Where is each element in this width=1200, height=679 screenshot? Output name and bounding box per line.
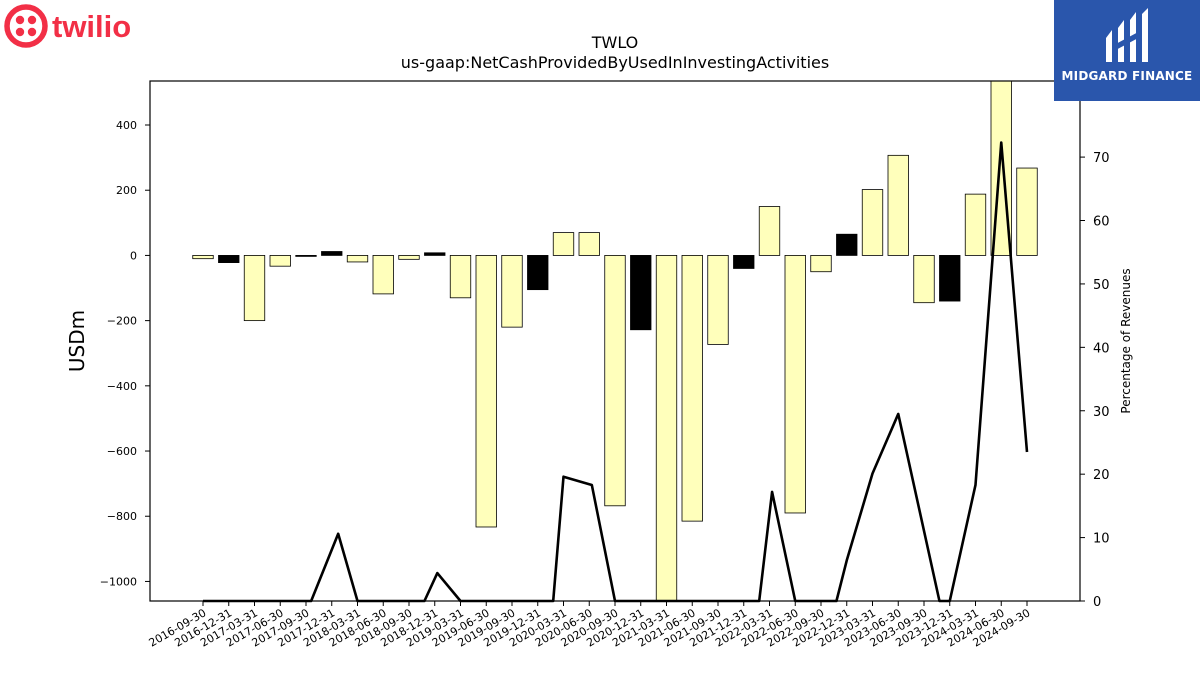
bar-2017-09-30 bbox=[295, 255, 317, 257]
bar-2017-06-30 bbox=[269, 255, 291, 267]
bar-2021-03-31 bbox=[655, 255, 678, 602]
midgard-finance-logo: MIDGARD FINANCE bbox=[1054, 0, 1200, 101]
twilio-logo: twilio bbox=[4, 4, 154, 48]
bar-2020-12-31 bbox=[630, 255, 652, 331]
bar-2018-06-30 bbox=[372, 255, 394, 295]
y2-axis-label: Percentage of Revenues bbox=[1119, 268, 1133, 413]
bar-2018-09-30 bbox=[398, 255, 420, 260]
bar-2020-09-30 bbox=[604, 255, 626, 507]
bar-2018-03-31 bbox=[346, 255, 369, 263]
y2-tick-label: 10 bbox=[1093, 532, 1110, 547]
bar-2019-09-30 bbox=[501, 255, 523, 328]
y-tick-label: −400 bbox=[107, 380, 137, 393]
bar-2023-03-31 bbox=[861, 189, 884, 256]
bar-2019-06-30 bbox=[475, 255, 497, 528]
y-tick-label: 200 bbox=[116, 184, 137, 197]
midgard-finance-text: MIDGARD FINANCE bbox=[1061, 69, 1193, 83]
bar-2021-09-30 bbox=[707, 255, 729, 345]
y-tick-label: −1000 bbox=[100, 575, 137, 588]
bar-2017-12-31 bbox=[321, 251, 343, 256]
bar-series bbox=[192, 80, 1038, 602]
y-tick-label: −600 bbox=[107, 445, 137, 458]
bar-2022-06-30 bbox=[784, 255, 806, 514]
bar-2021-12-31 bbox=[733, 255, 755, 269]
y-axis-left: 400 200 0 −200 −400 −600 −800 −1000 bbox=[100, 119, 150, 588]
bar-2017-03-31 bbox=[243, 255, 266, 322]
midgard-emblem-icon bbox=[1106, 8, 1148, 62]
bar-2022-09-30 bbox=[810, 255, 832, 273]
y-tick-label: 400 bbox=[116, 119, 137, 132]
bar-2024-03-31 bbox=[964, 193, 987, 256]
y-axis-label: USDm bbox=[65, 310, 89, 372]
bar-2019-03-31 bbox=[449, 255, 472, 299]
twilio-logo-text: twilio bbox=[52, 9, 131, 44]
bar-2023-06-30 bbox=[887, 154, 909, 256]
y-tick-label: −200 bbox=[107, 315, 137, 328]
y-axis-right: 0 10 20 30 40 50 60 70 bbox=[1080, 151, 1110, 610]
y2-tick-label: 40 bbox=[1093, 341, 1110, 356]
bar-2020-06-30 bbox=[578, 232, 600, 256]
twilio-logo-icon bbox=[4, 4, 48, 48]
bar-2022-03-31 bbox=[758, 206, 781, 256]
chart-title: TWLO bbox=[591, 33, 639, 52]
y2-tick-label: 0 bbox=[1093, 595, 1101, 610]
y2-tick-label: 70 bbox=[1093, 151, 1110, 166]
bar-2022-12-31 bbox=[836, 233, 858, 256]
bar-2016-12-31 bbox=[218, 255, 240, 263]
chart-subtitle: us-gaap:NetCashProvidedByUsedInInvesting… bbox=[401, 53, 829, 72]
y2-tick-label: 60 bbox=[1093, 215, 1110, 230]
bar-2021-06-30 bbox=[681, 255, 703, 522]
bar-2023-12-31 bbox=[939, 255, 961, 302]
x-axis: 2016-09-302016-12-312017-03-312017-06-30… bbox=[147, 601, 1033, 650]
bar-2023-09-30 bbox=[913, 255, 935, 304]
bar-2018-12-31 bbox=[424, 252, 446, 256]
y2-tick-label: 30 bbox=[1093, 405, 1110, 420]
bar-2019-12-31 bbox=[527, 255, 549, 291]
y2-tick-label: 20 bbox=[1093, 468, 1110, 483]
bar-2016-09-30 bbox=[192, 255, 214, 260]
bar-2020-03-31 bbox=[552, 232, 575, 256]
y2-tick-label: 50 bbox=[1093, 278, 1110, 293]
y-tick-label: 0 bbox=[130, 249, 137, 262]
bar-2024-09-30 bbox=[1016, 167, 1038, 256]
y-tick-label: −800 bbox=[107, 510, 137, 523]
